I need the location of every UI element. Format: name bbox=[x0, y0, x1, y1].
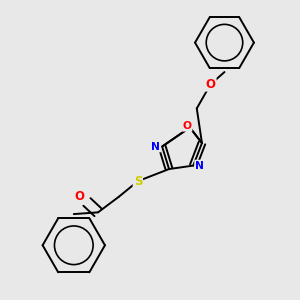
Text: S: S bbox=[134, 175, 142, 188]
Text: O: O bbox=[74, 190, 84, 203]
Text: O: O bbox=[206, 78, 216, 91]
Text: N: N bbox=[195, 160, 204, 171]
Text: O: O bbox=[183, 121, 192, 131]
Text: N: N bbox=[152, 142, 160, 152]
